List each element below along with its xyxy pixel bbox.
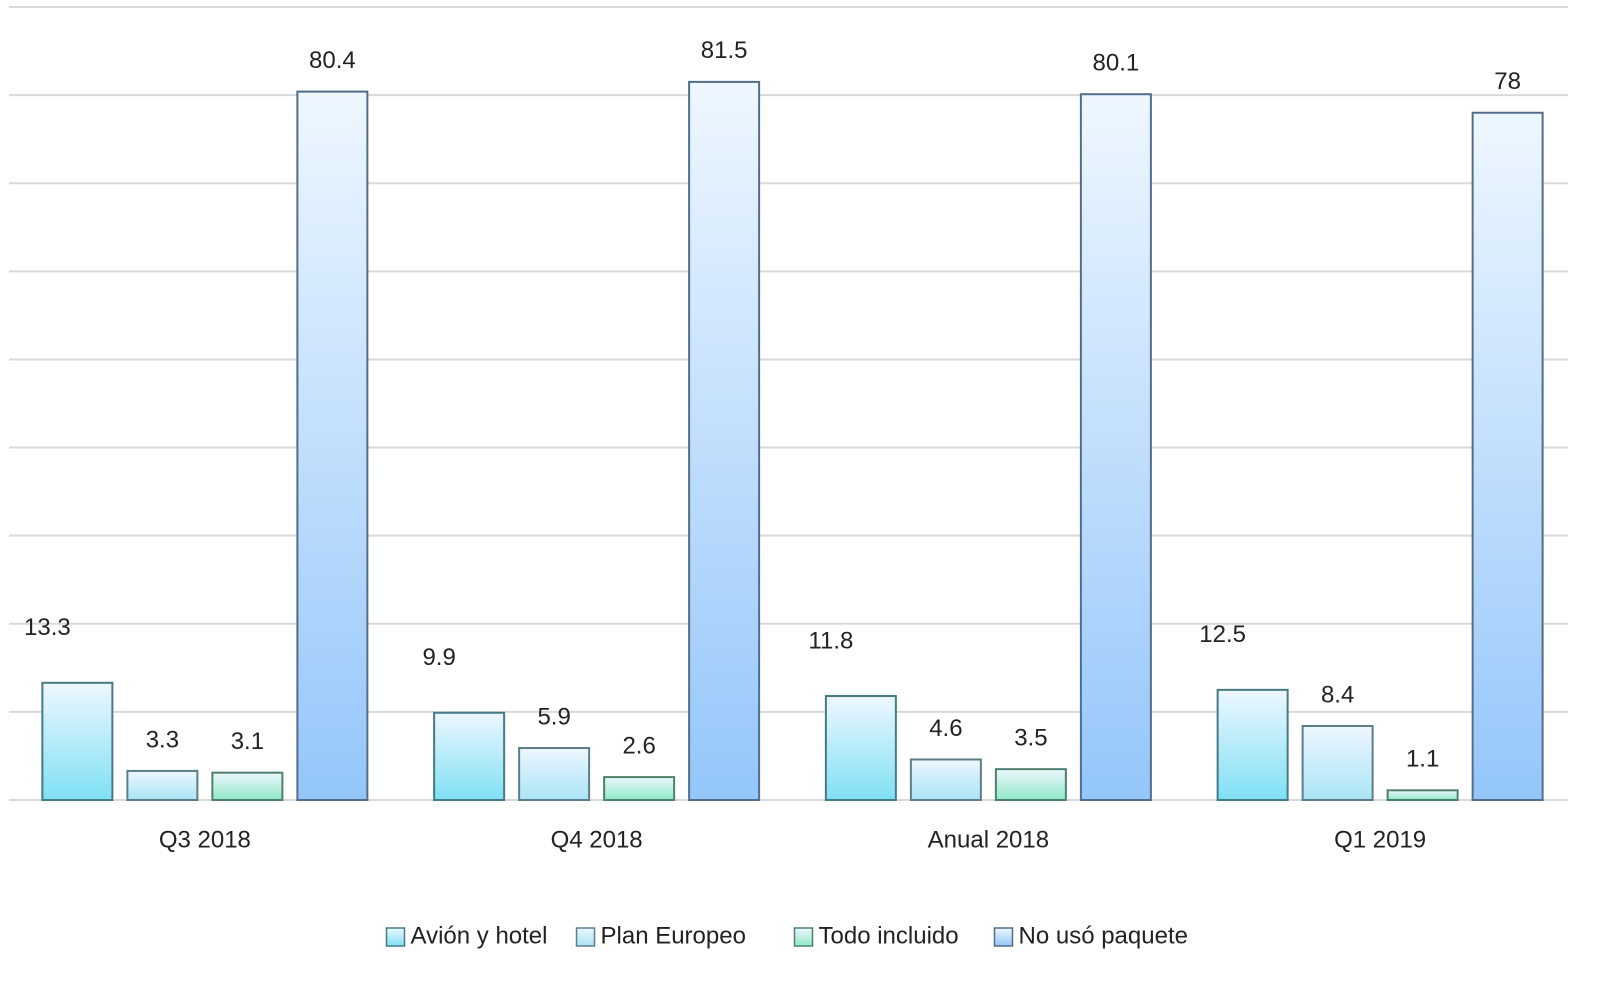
bar — [994, 768, 1067, 802]
bar — [433, 711, 506, 802]
x-tick-label: Q3 2018 — [159, 826, 251, 853]
legend-label: Plan Europeo — [601, 922, 746, 949]
x-tick-label: Anual 2018 — [928, 826, 1049, 853]
data-label: 80.1 — [1093, 50, 1140, 77]
data-label: 3.5 — [1014, 725, 1047, 752]
data-label: 3.1 — [231, 728, 264, 755]
data-label: 13.3 — [24, 614, 71, 641]
bar — [909, 758, 982, 801]
bar — [1386, 789, 1459, 802]
bar — [296, 90, 369, 801]
bar — [1471, 111, 1544, 801]
legend-label: Avión y hotel — [411, 922, 548, 949]
data-label: 8.4 — [1321, 681, 1354, 708]
data-label: 3.3 — [146, 726, 179, 753]
x-tick-label: Q1 2019 — [1334, 826, 1426, 853]
legend-swatch — [575, 927, 596, 947]
data-label: 80.4 — [309, 47, 356, 74]
bar — [518, 747, 591, 802]
legend-swatch — [993, 927, 1014, 947]
x-tick-label: Q4 2018 — [551, 826, 643, 853]
bar — [211, 771, 284, 801]
bar — [1216, 688, 1289, 801]
bar — [688, 80, 761, 801]
data-label: 78 — [1494, 68, 1521, 95]
bar — [824, 695, 897, 801]
data-label: 9.9 — [422, 644, 455, 671]
legend-swatch — [793, 927, 814, 947]
data-label: 11.8 — [808, 627, 853, 654]
legend-swatch — [385, 927, 406, 947]
data-label: 81.5 — [701, 37, 748, 64]
data-label: 4.6 — [929, 715, 962, 742]
bar — [603, 776, 676, 802]
data-label: 1.1 — [1406, 746, 1439, 773]
legend-label: No usó paquete — [1019, 922, 1188, 949]
bar — [1301, 724, 1374, 802]
legend-label: Todo incluido — [819, 922, 959, 949]
data-label: 12.5 — [1199, 621, 1246, 648]
bar — [126, 769, 199, 802]
bar — [41, 681, 114, 801]
bar — [1079, 93, 1152, 802]
data-label: 2.6 — [622, 732, 655, 759]
data-label: 5.9 — [537, 703, 570, 730]
